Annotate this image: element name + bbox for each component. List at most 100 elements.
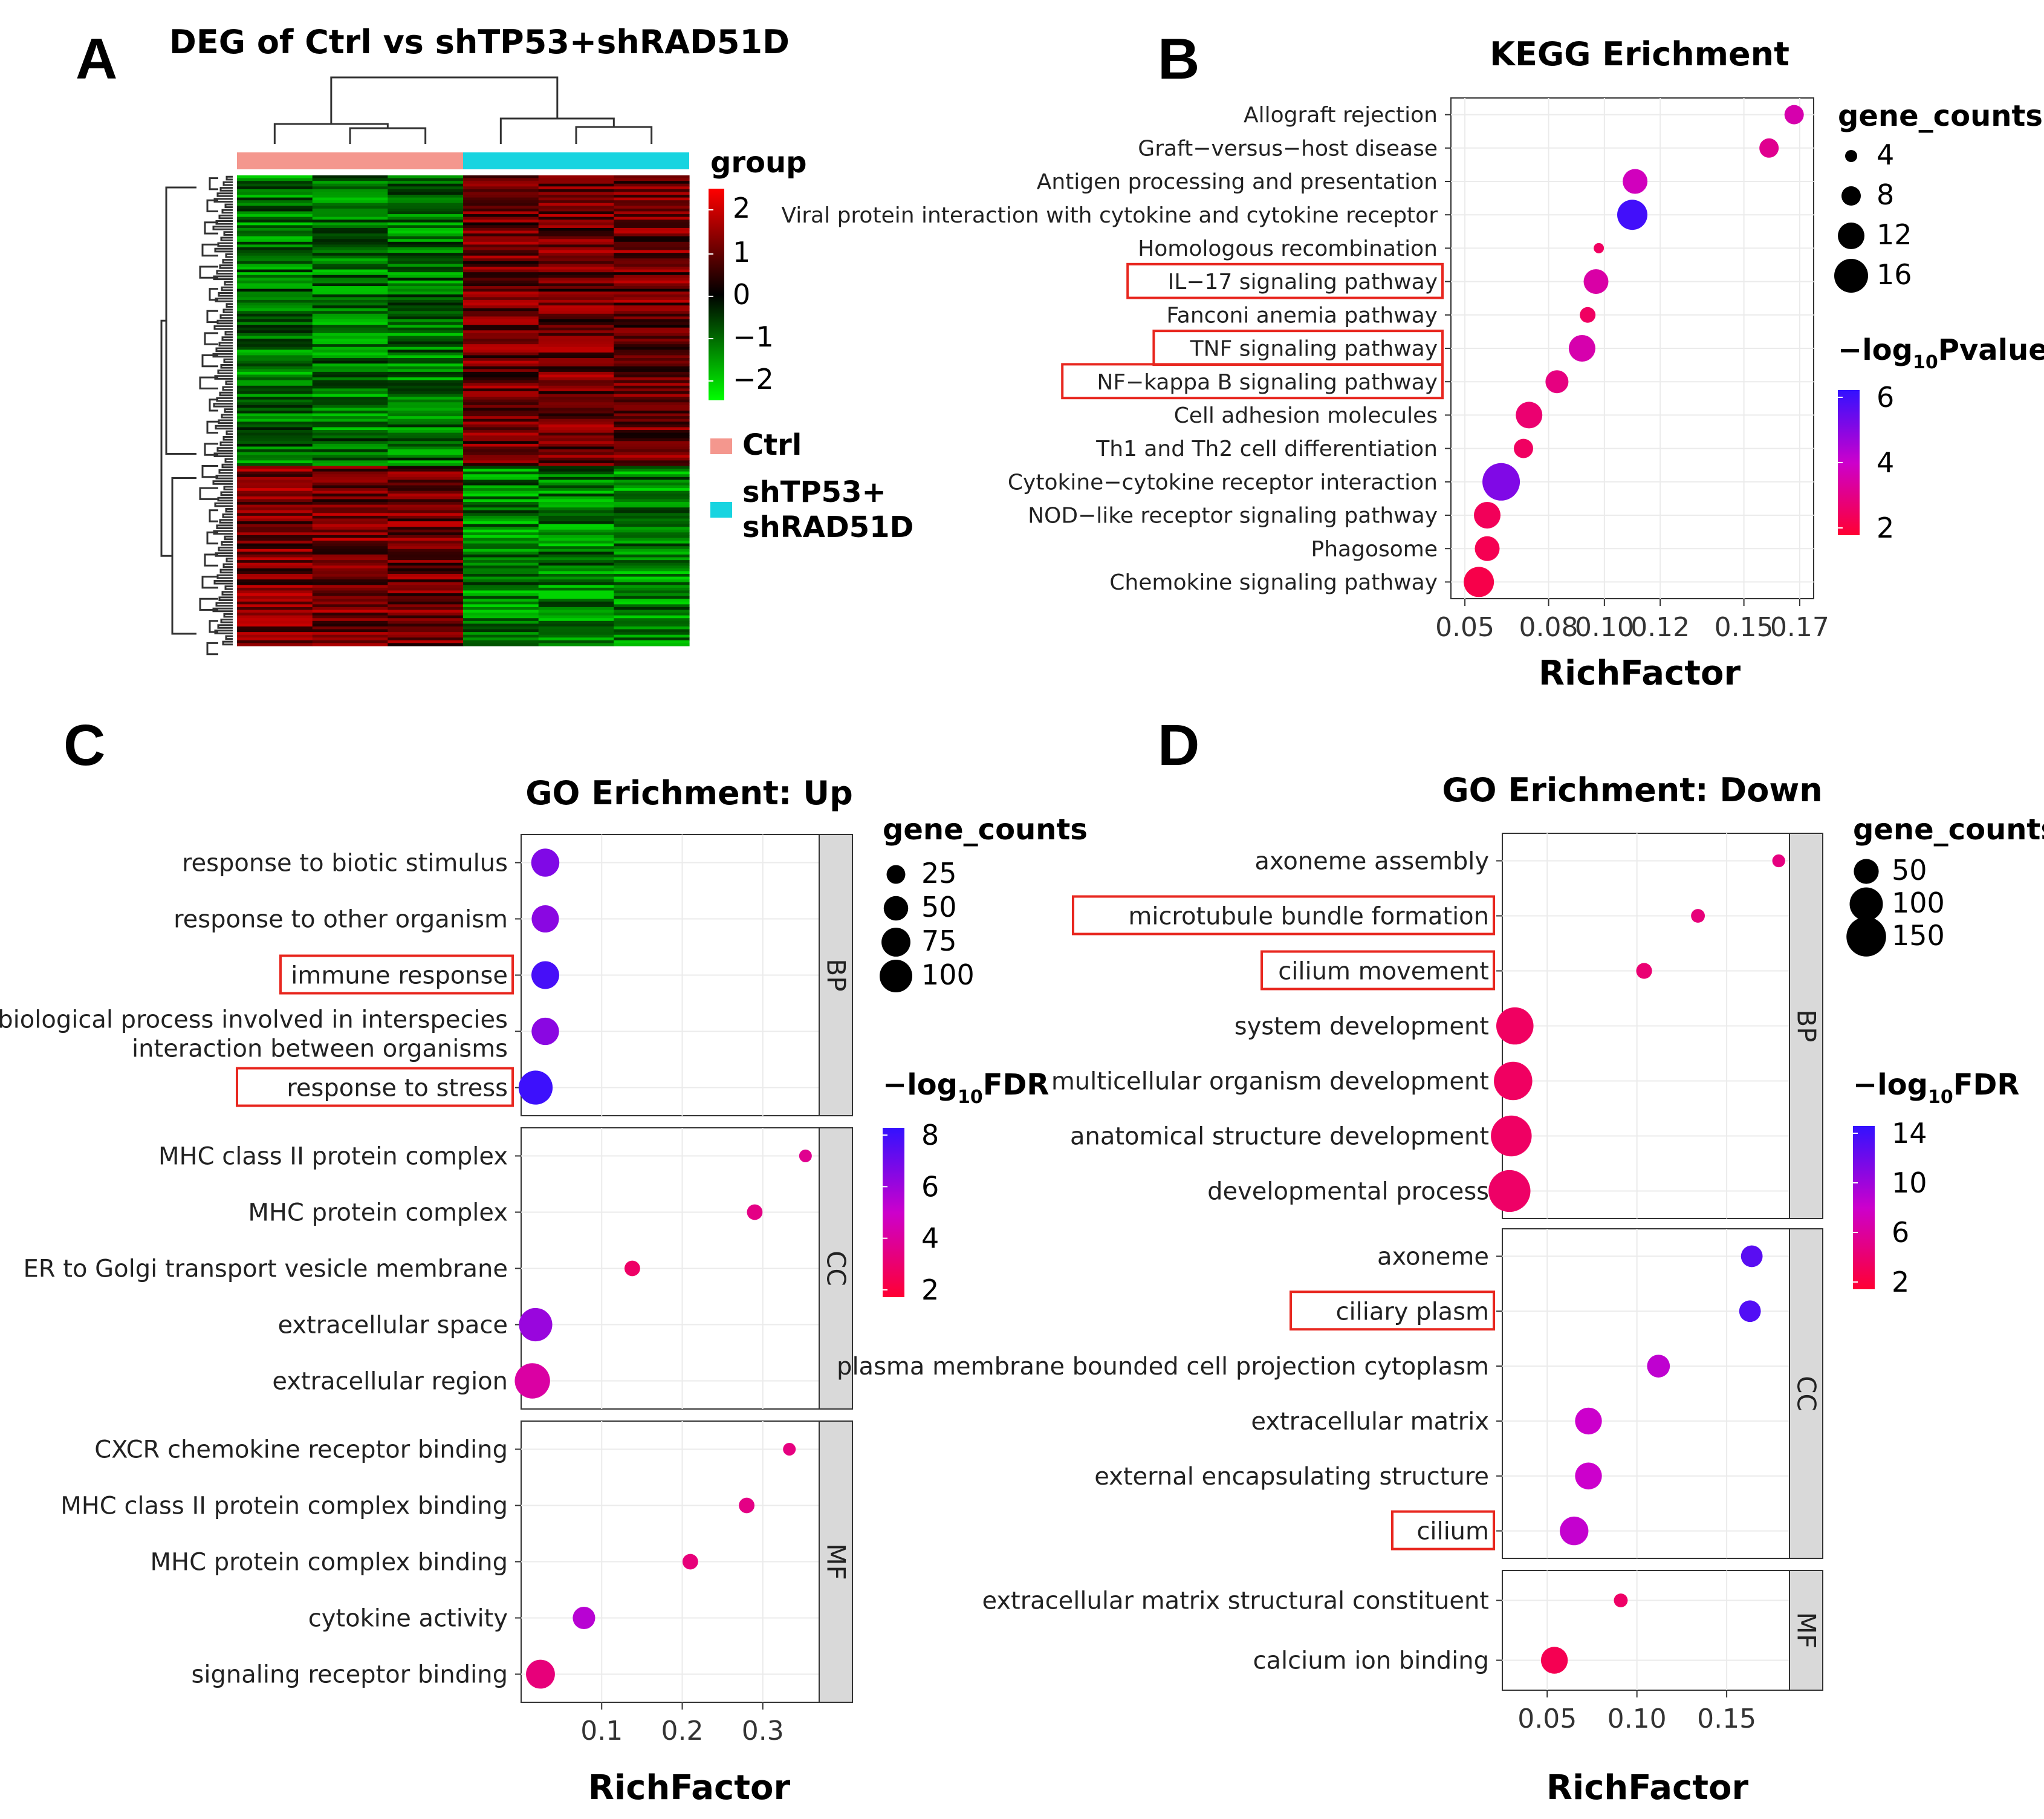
heatmap-cell [312,576,388,580]
data-point [1514,438,1533,458]
heatmap-cell [614,186,690,190]
heatmap-cell [463,548,539,552]
heatmap-cell [237,206,313,209]
dendrogram-branch [225,303,233,308]
heatmap-cell [237,599,313,602]
heatmap-cell [237,397,313,400]
heatmap-cell [538,399,614,403]
heatmap-cell [388,369,464,373]
dendrogram-branch [206,642,218,656]
heatmap-cell [614,183,690,187]
heatmap-cell [538,623,614,627]
heatmap-cell [538,189,614,193]
dendrogram-branch [171,477,196,635]
dendrogram-branch [209,620,218,633]
heatmap-cell [463,333,539,337]
data-point [624,1260,640,1277]
scale-tick-label: −2 [733,363,774,395]
heatmap-cell [463,189,539,193]
heatmap-cell [312,322,388,325]
heatmap-cell [388,253,464,256]
kegg-panel: KEGG Erichment Allograft rejection Graft−v… [781,35,2044,693]
heatmap-cell [614,615,690,619]
dendrogram-branch [220,236,233,241]
heatmap-cell [463,502,539,506]
heatmap-cell [463,399,539,403]
go-up-facet-cc: MHC class II protein complex MHC protein … [23,1127,853,1410]
heatmap-cell [463,576,539,580]
heatmap-cell [237,557,313,561]
heatmap-cell [463,330,539,334]
heatmap-cell [538,449,614,453]
heatmap-cell [237,178,313,181]
heatmap-cell [538,227,614,232]
heatmap-cell [312,527,388,530]
heatmap-cell [237,183,313,187]
heatmap-cell [237,490,313,494]
data-point [1583,269,1609,294]
heatmap-cell [388,634,464,638]
heatmap-cell [312,383,388,386]
category-label: calcium ion binding [1253,1647,1489,1675]
heatmap-cell [312,233,388,237]
heatmap-cell [463,269,539,273]
category-label: Cell adhesion molecules [1174,403,1438,428]
dendrogram-branch [165,186,196,455]
legend-label-ctrl: Ctrl [742,428,802,462]
heatmap-cell [463,391,539,395]
heatmap-cell [312,626,388,630]
heatmap-cell [614,510,690,513]
heatmap-cell [312,397,388,400]
heatmap-cell [463,499,539,503]
heatmap-cell [538,186,614,190]
heatmap-cell [312,350,388,353]
heatmap-cell [312,565,388,569]
heatmap-cell [538,239,614,242]
category-label: axoneme assembly [1254,848,1489,876]
heatmap-cell [538,579,614,583]
heatmap-cell [388,222,464,226]
category-label: extracellular matrix [1251,1408,1489,1436]
heatmap-cell [237,230,313,234]
heatmap-cell [463,336,539,339]
heatmap-cell [237,455,313,458]
heatmap-cell [312,220,388,223]
heatmap-cell [312,643,388,646]
heatmap-cell [388,380,464,383]
heatmap-cell [463,518,539,522]
color-legend-title-suffix: FDR [983,1068,1050,1102]
heatmap-cell [312,449,388,453]
heatmap-cell [388,239,464,242]
heatmap-cell [614,350,690,353]
dendrogram-branch [223,358,233,363]
heatmap-cell [463,350,539,353]
dendrogram-branch [212,480,233,485]
heatmap-cell [312,604,388,608]
heatmap-cell [237,253,313,256]
heatmap-cell [388,241,464,246]
heatmap-cell [463,441,539,444]
heatmap-cell [538,181,614,184]
heatmap-cell [614,258,690,262]
scale-tick-label: −1 [733,321,774,353]
heatmap-cell [614,280,690,284]
row-dendrogram [160,175,233,656]
dendrogram-branch [206,310,218,324]
heatmap-cell [237,374,313,378]
heatmap-cell [312,435,388,439]
heatmap-cell [538,452,614,455]
heatmap-cell [538,311,614,314]
facet-strip [819,834,853,1116]
heatmap-cell [614,565,690,569]
heatmap-cell [463,466,539,469]
heatmap-cell [463,200,539,204]
heatmap-cell [614,568,690,572]
heatmap-cell [614,247,690,251]
heatmap-cell [463,402,539,406]
heatmap-cell [237,449,313,453]
heatmap-cell [388,322,464,325]
heatmap-cell [312,347,388,350]
heatmap-cell [237,330,313,334]
heatmap-cell [538,477,614,481]
heatmap-cell [614,227,690,232]
